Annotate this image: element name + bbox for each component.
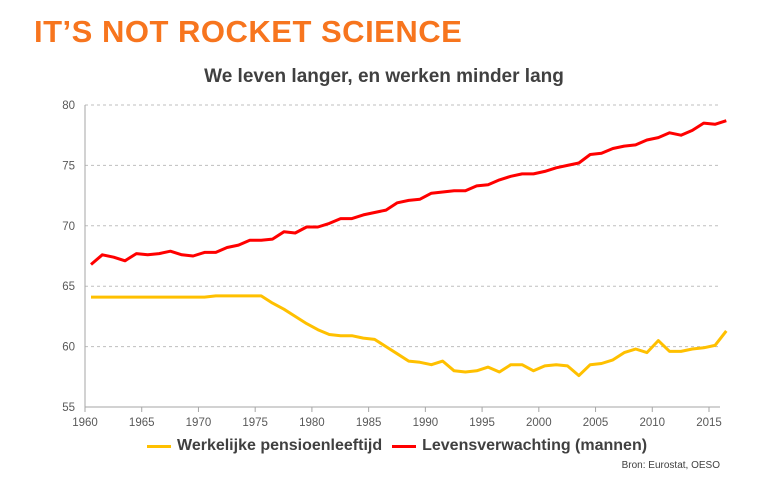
legend-label: Werkelijke pensioenleeftijd (177, 437, 383, 454)
headline: IT’S NOT ROCKET SCIENCE (34, 14, 463, 49)
legend-label: Levensverwachting (mannen) (422, 437, 648, 454)
y-tick-label: 65 (62, 281, 75, 293)
x-tick-label: 2015 (696, 417, 722, 429)
y-tick-label: 80 (62, 100, 75, 112)
legend-item-life: Levensverwachting (mannen) (392, 437, 647, 455)
chart-title: We leven langer, en werken minder lang (204, 66, 564, 87)
y-tick-label: 60 (62, 342, 75, 354)
series-line-pension-age (91, 294, 728, 378)
y-tick-label: 55 (62, 402, 75, 414)
x-tick-label: 1990 (413, 417, 439, 429)
x-tick-label: 1960 (72, 417, 98, 429)
x-tick-label: 1985 (356, 417, 382, 429)
x-tick-label: 2000 (526, 417, 552, 429)
source-note: Bron: Eurostat, OESO (621, 460, 720, 471)
y-tick-label: 75 (62, 160, 75, 172)
x-tick-label: 2010 (639, 417, 665, 429)
series-line-life-expectancy (90, 119, 727, 266)
x-tick-label: 1980 (299, 417, 325, 429)
x-tick-label: 2005 (583, 417, 609, 429)
legend-item-pension: Werkelijke pensioenleeftijd (147, 437, 382, 455)
x-tick-label: 1995 (469, 417, 495, 429)
x-tick-label: 1975 (242, 417, 268, 429)
x-tick-label: 1965 (129, 417, 155, 429)
legend-swatch (392, 444, 417, 448)
x-tick-label: 1970 (186, 417, 212, 429)
y-tick-label: 70 (62, 221, 75, 233)
legend: Werkelijke pensioenleeftijd Levensverwac… (147, 437, 647, 455)
legend-swatch (147, 444, 171, 448)
